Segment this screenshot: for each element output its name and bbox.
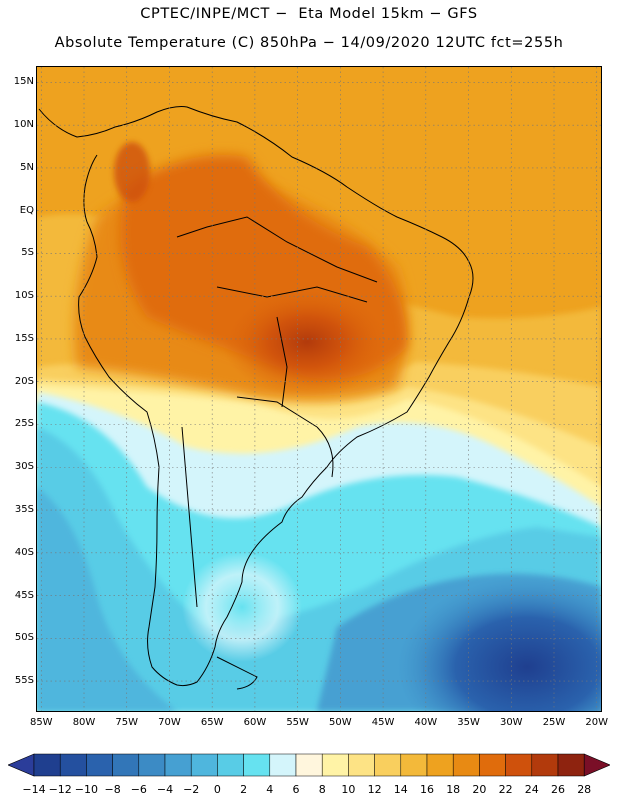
- colorbar-label-24: 24: [524, 783, 539, 796]
- colorbar-label-8: 8: [318, 783, 326, 796]
- lon-label-20W: 20W: [585, 717, 609, 728]
- colorbar-cell-14: [400, 753, 428, 777]
- colorbar-label--2: −2: [183, 783, 200, 796]
- lon-label-70W: 70W: [158, 717, 181, 728]
- lat-label-25S: 25S: [14, 418, 34, 430]
- colorbar-cell-18: [505, 753, 533, 777]
- colorbar-cell-4: [138, 753, 166, 777]
- temperature-map: [37, 67, 601, 711]
- colorbar-label-2: 2: [240, 783, 248, 796]
- lon-label-45W: 45W: [371, 717, 395, 728]
- colorbar-label--8: −8: [104, 783, 121, 796]
- colorbar-cell-8: [243, 753, 271, 777]
- lon-label-75W: 75W: [115, 717, 139, 728]
- title-line-1: CPTEC/INPE/MCT − Eta Model 15km − GFS: [140, 6, 478, 22]
- colorbar-label-16: 16: [420, 783, 434, 796]
- lat-label-5N: 5N: [20, 161, 34, 173]
- lon-label-80W: 80W: [72, 717, 96, 728]
- lat-label-15N: 15N: [13, 76, 34, 88]
- lat-label-5S: 5S: [21, 247, 34, 259]
- lon-label-60W: 60W: [243, 717, 267, 728]
- lon-label-25W: 25W: [542, 717, 566, 728]
- colorbar-cell-11: [321, 753, 349, 777]
- colorbar-cell-6: [190, 753, 218, 777]
- colorbar-label--14: −14: [22, 783, 46, 796]
- temperature-colorbar: [8, 753, 610, 777]
- lat-label-50S: 50S: [14, 632, 34, 644]
- colorbar-label-10: 10: [341, 783, 356, 796]
- colorbar-label-6: 6: [292, 783, 300, 796]
- colorbar-cell-0: [33, 753, 61, 777]
- field-cool-patagonia: [182, 552, 302, 662]
- colorbar-cell-5: [164, 753, 192, 777]
- colorbar-cell-19: [531, 753, 559, 777]
- colorbar-label-28: 28: [577, 783, 592, 796]
- colorbar-label--12: −12: [48, 783, 72, 796]
- lon-label-50W: 50W: [329, 717, 352, 728]
- colorbar-label--10: −10: [74, 783, 98, 796]
- lat-label-35S: 35S: [14, 504, 34, 516]
- lon-label-85W: 85W: [29, 717, 53, 728]
- colorbar-label-0: 0: [213, 783, 221, 796]
- lat-label-40S: 40S: [14, 546, 34, 558]
- lon-label-55W: 55W: [286, 717, 309, 728]
- lon-label-65W: 65W: [200, 717, 224, 728]
- colorbar-cell-13: [374, 753, 402, 777]
- lat-label-10S: 10S: [14, 290, 34, 302]
- colorbar-cell-7: [217, 753, 244, 777]
- colorbar-cell-1: [59, 753, 87, 777]
- field-cold-core: [397, 577, 601, 711]
- lat-label-30S: 30S: [14, 461, 34, 473]
- lat-label-45S: 45S: [14, 589, 34, 601]
- map-panel: [36, 66, 602, 712]
- colorbar-cell-3: [112, 753, 140, 777]
- colorbar-label-22: 22: [498, 783, 513, 796]
- colorbar-label--6: −6: [130, 783, 147, 796]
- lat-label-15S: 15S: [14, 332, 34, 344]
- colorbar-over-arrow: [583, 753, 610, 777]
- lat-label-55S: 55S: [14, 675, 34, 687]
- colorbar-label-12: 12: [367, 783, 382, 796]
- field-hot-andes-north: [114, 142, 150, 202]
- colorbar-cell-2: [86, 753, 113, 777]
- field-hot-core: [222, 287, 392, 397]
- colorbar-label-18: 18: [446, 783, 461, 796]
- field-band-m2-west: [37, 487, 177, 711]
- colorbar-under-arrow: [8, 753, 35, 777]
- lon-label-30W: 30W: [499, 717, 523, 728]
- colorbar-label-14: 14: [393, 783, 408, 796]
- lat-label-EQ: EQ: [19, 204, 34, 216]
- lat-label-20S: 20S: [14, 375, 34, 387]
- coastlines: [38, 106, 474, 690]
- gridlines: [37, 67, 601, 711]
- lon-label-40W: 40W: [414, 717, 438, 728]
- colorbar-cell-20: [557, 753, 585, 777]
- colorbar-label-4: 4: [266, 783, 274, 796]
- colorbar-cell-16: [452, 753, 480, 777]
- colorbar-cell-10: [295, 753, 323, 777]
- colorbar-label-20: 20: [472, 783, 487, 796]
- colorbar-label-26: 26: [551, 783, 565, 796]
- colorbar-label--4: −4: [156, 783, 174, 796]
- lat-label-10N: 10N: [13, 119, 34, 131]
- colorbar-cell-17: [479, 753, 506, 777]
- colorbar-cell-12: [348, 753, 375, 777]
- colorbar-cell-9: [269, 753, 297, 777]
- title-line-2: Absolute Temperature (C) 850hPa − 14/09/…: [54, 35, 564, 51]
- colorbar-cell-15: [426, 753, 454, 777]
- lon-label-35W: 35W: [457, 717, 480, 728]
